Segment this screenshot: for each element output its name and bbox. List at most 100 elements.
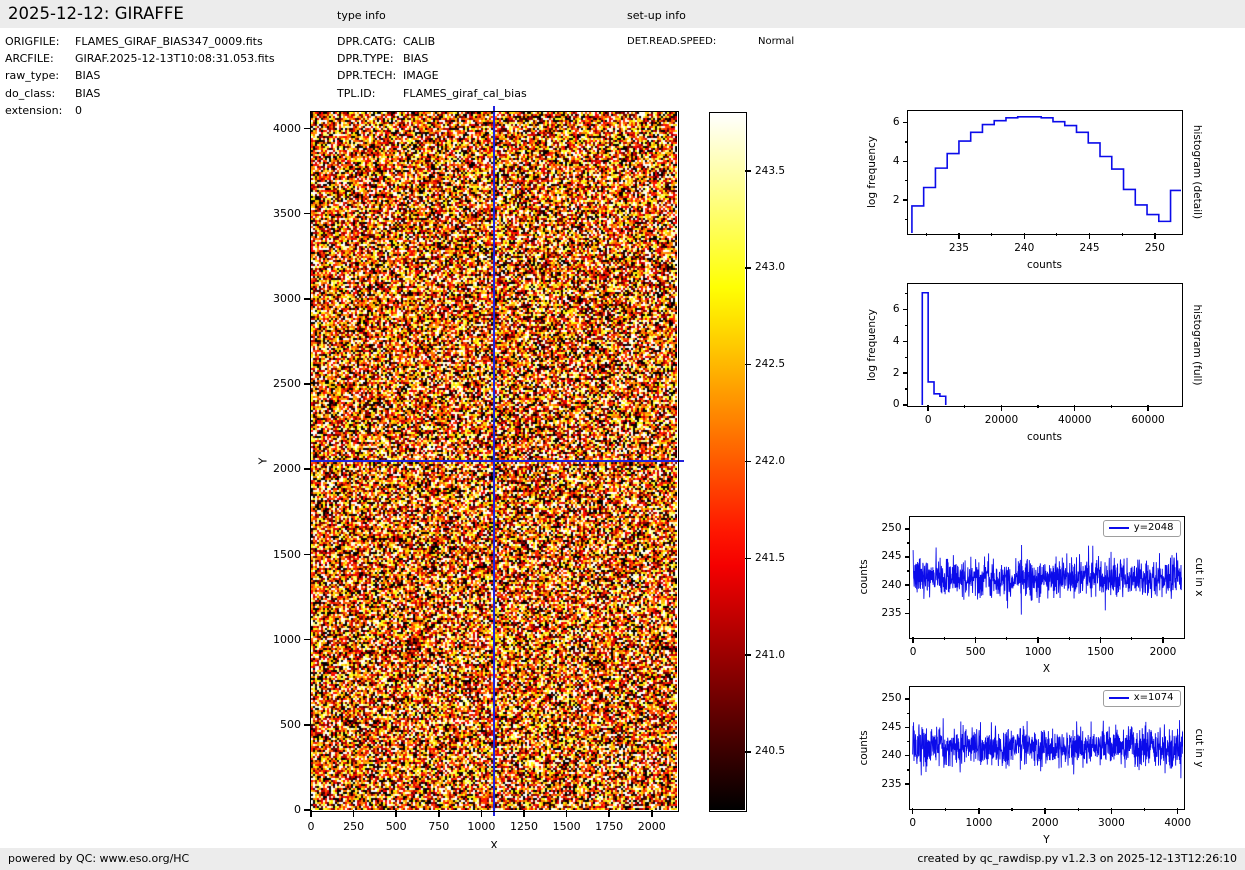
metadata-row: DET.READ.SPEED: Normal xyxy=(627,33,794,50)
y-tick xyxy=(904,726,910,729)
y-minor-tick xyxy=(905,388,908,390)
x-tick xyxy=(1147,405,1149,411)
x-tick-label: 2000 xyxy=(1031,816,1059,829)
y-minor-tick xyxy=(905,141,908,143)
metadata-label: ORIGFILE: xyxy=(5,35,60,48)
legend-box: y=2048 xyxy=(1102,519,1181,537)
histogram-step-line xyxy=(921,291,947,405)
x-axis-label: X xyxy=(490,839,498,852)
x-minor-tick xyxy=(943,637,945,640)
y-tick xyxy=(304,723,311,726)
cut-y-plot xyxy=(912,718,1183,779)
metadata-row: DPR.CATG: CALIB xyxy=(337,33,527,50)
legend-label: y=2048 xyxy=(1133,521,1174,533)
metadata-value: FLAMES_giraf_cal_bias xyxy=(403,86,527,100)
y-axis-label: counts xyxy=(858,729,870,766)
colorbar-gradient xyxy=(710,113,745,810)
x-tick-label: 245 xyxy=(1079,241,1100,254)
x-minor-tick xyxy=(1131,637,1133,640)
x-tick-label: 500 xyxy=(965,645,986,658)
x-minor-tick xyxy=(1068,637,1070,640)
y-tick-label: 2 xyxy=(892,366,900,379)
footer-bar: powered by QC: www.eso.org/HC created by… xyxy=(0,848,1245,870)
cut-x-plot xyxy=(912,545,1182,615)
hist-full-panel: 0 20000 40000 60000 0 2 4 6 counts log frequency h… xyxy=(866,282,1203,443)
metadata-value: 0 xyxy=(75,103,82,117)
metadata-value: Normal xyxy=(758,36,795,47)
x-tick xyxy=(650,810,653,817)
x-tick xyxy=(974,637,977,643)
x-tick xyxy=(1099,637,1102,643)
y-tick xyxy=(902,372,908,374)
y-tick xyxy=(904,556,910,558)
x-tick-label: 2000 xyxy=(637,820,666,833)
x-tick xyxy=(1037,637,1039,643)
x-minor-tick xyxy=(1143,808,1146,811)
y-tick-label: 4 xyxy=(892,334,900,347)
y-minor-tick xyxy=(905,324,908,326)
metadata-label: do_class: xyxy=(5,86,56,100)
x-tick xyxy=(1088,233,1091,239)
x-tick-label: 0 xyxy=(307,820,315,833)
metadata-value: BIAS xyxy=(403,52,429,66)
x-tick-label: 240 xyxy=(1014,241,1035,254)
y-tick-label: 0 xyxy=(294,803,301,817)
x-tick xyxy=(927,405,929,411)
y-tick xyxy=(304,127,311,130)
y-tick-label: 2 xyxy=(892,193,900,206)
y-tick-label: 6 xyxy=(892,302,900,315)
y-tick-label: 235 xyxy=(881,777,902,790)
legend-label: x=1074 xyxy=(1133,691,1174,703)
y-tick-label: 235 xyxy=(881,606,902,619)
y-tick xyxy=(902,199,908,201)
crosshair-horizontal-line xyxy=(311,460,684,462)
metadata-label: extension: xyxy=(5,103,63,117)
y-tick xyxy=(904,584,910,586)
x-minor-tick xyxy=(1011,808,1013,811)
y-tick-label: 2500 xyxy=(273,377,301,391)
x-minor-tick xyxy=(1121,233,1123,236)
x-tick-label: 0 xyxy=(909,645,917,658)
colorbar-tick-label: 242.0 xyxy=(755,454,786,467)
y-tick-label: 250 xyxy=(881,522,902,535)
y-tick xyxy=(304,553,311,556)
x-tick-label: 60000 xyxy=(1131,413,1165,426)
x-tick xyxy=(1044,808,1046,814)
metadata-row: DPR.TECH: IMAGE xyxy=(337,67,527,84)
y-tick-label: 240 xyxy=(881,749,902,762)
x-tick xyxy=(523,810,525,817)
colorbar-tick-label: 241.0 xyxy=(755,648,786,661)
x-tick-label: 3000 xyxy=(1098,816,1125,829)
y-tick-label: 500 xyxy=(280,717,301,731)
x-tick-label: 1500 xyxy=(552,820,581,833)
metadata-label: raw_type: xyxy=(5,69,60,83)
y-tick-label: 3500 xyxy=(273,206,301,220)
x-tick-label: 2000 xyxy=(1149,645,1177,658)
x-tick xyxy=(1176,808,1179,814)
y-tick-label: 1500 xyxy=(273,547,301,561)
x-axis-label: X xyxy=(1042,663,1051,675)
right-side-label: cut in y xyxy=(1193,727,1205,768)
y-minor-tick xyxy=(907,740,910,743)
y-tick xyxy=(904,754,910,757)
x-minor-tick xyxy=(1110,405,1112,408)
x-minor-tick xyxy=(990,233,993,236)
x-tick-label: 1000 xyxy=(965,816,993,829)
setup-info-block: DET.READ.SPEED: Normal xyxy=(627,33,794,50)
y-axis-label: log frequency xyxy=(866,308,878,381)
colorbar-tick xyxy=(745,557,751,560)
colorbar-tick xyxy=(745,460,751,463)
x-tick xyxy=(437,810,440,817)
y-minor-tick xyxy=(907,712,910,714)
metadata-label: DPR.CATG: xyxy=(337,35,397,48)
metadata-label: ARCFILE: xyxy=(5,52,54,66)
metadata-row: raw_type: BIAS xyxy=(5,67,275,84)
hist-full-plot xyxy=(921,291,947,405)
x-tick xyxy=(395,810,397,817)
legend-box: x=1074 xyxy=(1102,689,1181,707)
y-minor-tick xyxy=(907,542,910,544)
x-tick xyxy=(1073,405,1076,411)
x-minor-tick xyxy=(1037,405,1039,408)
